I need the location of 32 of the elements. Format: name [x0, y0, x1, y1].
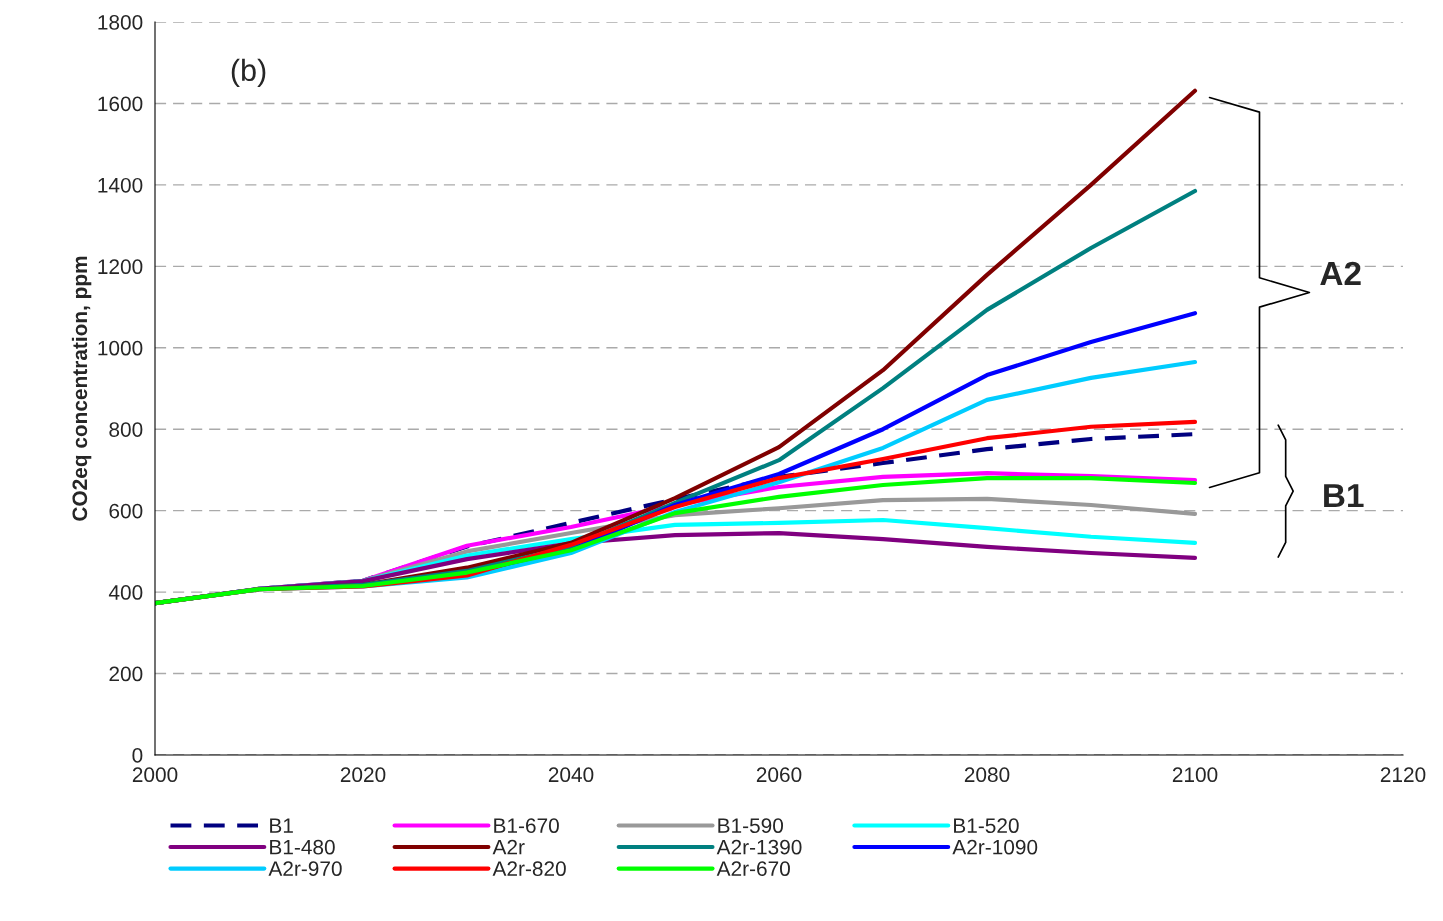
legend-label: A2r-1090: [952, 839, 1038, 855]
legend-label: A2r: [492, 839, 525, 855]
x-tick-label: 2040: [548, 767, 594, 783]
y-tick-label: 1200: [98, 259, 143, 275]
legend-label: B1-670: [494, 818, 559, 834]
y-tick-label: 800: [109, 422, 143, 437]
x-tick-label: 2120: [1380, 767, 1426, 783]
y-tick-label: 400: [108, 585, 143, 600]
x-tick-label: 2060: [756, 767, 802, 783]
annotation: (b): [231, 58, 266, 88]
legend-label: A2r-670: [716, 861, 790, 877]
x-tick-label: 2100: [1172, 767, 1218, 783]
legend-label: B1-480: [270, 839, 335, 855]
legend-label: B1: [270, 818, 293, 833]
x-tick-label: 2080: [964, 767, 1010, 783]
x-tick-label: 2000: [132, 767, 178, 783]
legend-label: A2r-820: [492, 861, 566, 877]
legend-label: A2r-1390: [716, 839, 802, 855]
y-tick-label: 1400: [98, 177, 143, 193]
y-axis-title: CO2eq concentration, ppm: [71, 256, 92, 521]
y-tick-label: 600: [109, 503, 143, 519]
y-tick-label: 1000: [98, 340, 143, 356]
x-tick-label: 2020: [340, 767, 386, 783]
annotation: A2: [1320, 261, 1361, 285]
y-tick-label: 0: [132, 748, 143, 763]
annotation: B1: [1324, 484, 1364, 508]
legend-label: B1-590: [718, 818, 784, 834]
legend-label: A2r-970: [268, 861, 342, 877]
legend-label: B1-520: [954, 818, 1019, 834]
y-tick-label: 1800: [98, 15, 143, 30]
y-tick-label: 1600: [98, 96, 143, 112]
y-tick-label: 200: [109, 666, 143, 682]
